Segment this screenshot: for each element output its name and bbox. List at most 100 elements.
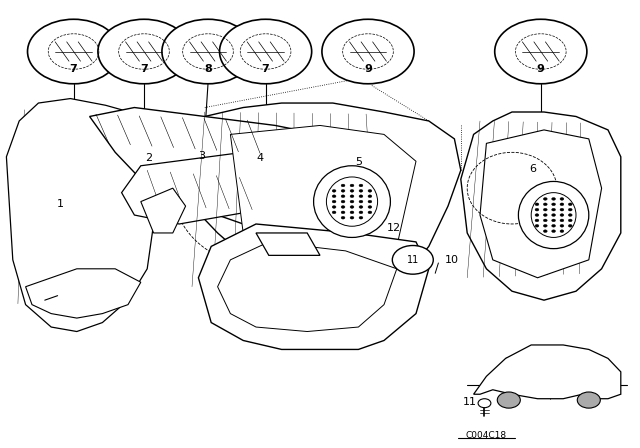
Ellipse shape [518,181,589,249]
Circle shape [552,208,556,211]
Circle shape [392,246,433,274]
Circle shape [350,184,354,187]
Text: 1: 1 [58,199,64,209]
Text: 4: 4 [256,153,264,163]
Circle shape [535,214,539,216]
Circle shape [568,219,572,222]
Polygon shape [480,130,602,278]
Polygon shape [461,112,621,300]
Circle shape [332,211,336,214]
Circle shape [543,198,547,200]
Circle shape [322,19,414,84]
Circle shape [359,211,363,214]
Circle shape [552,224,556,227]
Circle shape [220,19,312,84]
Text: 7: 7 [70,64,77,74]
Circle shape [568,203,572,206]
Polygon shape [141,188,186,233]
Circle shape [359,195,363,198]
Circle shape [359,184,363,187]
Ellipse shape [531,193,576,237]
Circle shape [341,216,345,219]
Circle shape [341,190,345,192]
Polygon shape [90,108,333,224]
Polygon shape [256,233,320,255]
Text: 12: 12 [387,224,401,233]
Text: 7: 7 [262,64,269,74]
Circle shape [350,195,354,198]
Circle shape [341,195,345,198]
Circle shape [359,190,363,192]
Circle shape [332,206,336,208]
Polygon shape [6,99,157,332]
Circle shape [368,195,372,198]
Circle shape [341,211,345,214]
Circle shape [332,200,336,203]
Circle shape [568,214,572,216]
Circle shape [350,206,354,208]
Circle shape [552,203,556,206]
Circle shape [368,200,372,203]
Ellipse shape [314,166,390,237]
Text: 9: 9 [537,64,545,74]
Circle shape [535,224,539,227]
Circle shape [535,203,539,206]
Circle shape [560,208,564,211]
Circle shape [543,219,547,222]
Circle shape [341,184,345,187]
Circle shape [341,200,345,203]
Circle shape [368,211,372,214]
Circle shape [28,19,120,84]
Circle shape [341,206,345,208]
Text: 5: 5 [355,157,362,167]
Circle shape [535,219,539,222]
Text: 6: 6 [529,164,536,174]
Circle shape [560,224,564,227]
Circle shape [359,200,363,203]
Circle shape [560,203,564,206]
Circle shape [552,230,556,233]
Circle shape [350,200,354,203]
Circle shape [359,216,363,219]
Circle shape [543,203,547,206]
Circle shape [552,198,556,200]
Circle shape [543,208,547,211]
Text: 10: 10 [445,255,459,265]
Text: C004C18: C004C18 [466,431,507,440]
Circle shape [495,19,587,84]
Circle shape [568,208,572,211]
Circle shape [350,216,354,219]
Circle shape [497,392,520,408]
Polygon shape [230,125,416,269]
Polygon shape [122,152,301,224]
Circle shape [332,190,336,192]
Circle shape [359,206,363,208]
Circle shape [560,198,564,200]
Circle shape [568,224,572,227]
Text: 2: 2 [145,153,152,163]
Circle shape [543,224,547,227]
Circle shape [368,206,372,208]
Polygon shape [26,269,141,318]
Circle shape [560,230,564,233]
Circle shape [478,399,491,408]
Circle shape [543,230,547,233]
Circle shape [350,211,354,214]
Text: 11: 11 [463,397,477,407]
Circle shape [560,219,564,222]
Text: 11: 11 [406,255,419,265]
Circle shape [577,392,600,408]
Text: 3: 3 [198,151,205,161]
Text: 7: 7 [140,64,148,74]
Text: 8: 8 [204,64,212,74]
Circle shape [543,214,547,216]
Circle shape [350,190,354,192]
Polygon shape [474,345,621,399]
Polygon shape [218,242,397,332]
Ellipse shape [326,177,378,226]
Circle shape [368,190,372,192]
Text: 9: 9 [364,64,372,74]
Circle shape [552,214,556,216]
Circle shape [552,219,556,222]
Polygon shape [179,103,461,305]
